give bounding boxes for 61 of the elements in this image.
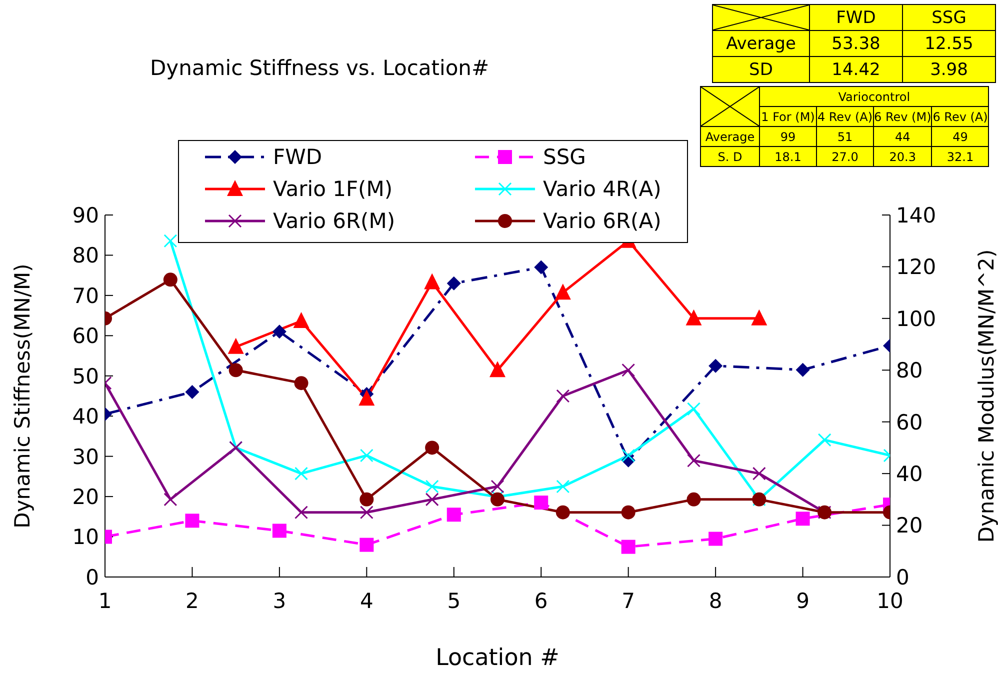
legend-label: Vario 4R(A) [543,177,662,201]
text: 99 [780,130,796,144]
text: 44 [894,130,910,144]
y-tick-label: 70 [72,284,99,308]
text: 20.3 [889,150,916,164]
y-tick-label: 40 [72,404,99,429]
x-tick-label: 9 [796,588,810,613]
y-tick-label: 0 [86,565,99,590]
text: 32.1 [946,150,974,164]
legend-label: Vario 6R(M) [273,209,396,233]
text: 51 [837,130,853,144]
x-tick-label: 10 [876,588,904,613]
text: 3.98 [930,60,968,80]
y-tick-label: 50 [72,364,99,388]
x-tick-label: 3 [272,588,286,613]
text: 14.42 [832,60,880,80]
x-tick-label: 8 [708,588,722,613]
y2-tick-label: 100 [896,306,936,331]
x-tick-label: 5 [447,588,461,613]
category-label: Average [726,34,796,54]
y2-axis-title: Dynamic Modulus(MN/M^2) [974,249,998,543]
category-label: S. D [718,150,742,164]
y-tick-label: 80 [72,244,99,268]
legend-label: FWD [273,145,322,169]
y2-tick-label: 20 [896,514,923,538]
x-tick-label: 2 [186,588,199,613]
text: Variocontrol [760,86,989,106]
y-tick-label: 60 [72,324,99,348]
chart-title: Dynamic Stiffness vs. Location# [150,56,490,80]
category-label: 6 Rev (M) [874,106,932,126]
legend-label: Vario 6R(A) [543,209,662,233]
category-label: SSG [902,4,996,30]
text: 27.0 [832,150,858,164]
y2-tick-label: 60 [896,410,923,434]
y2-tick-label: 80 [896,358,923,383]
y-tick-label: 90 [72,203,99,228]
y2-tick-label: 0 [896,565,910,590]
legend-label: SSG [543,145,586,169]
text: 53.38 [832,34,880,54]
y2-tick-label: 140 [896,203,936,228]
x-tick-label: 1 [98,588,112,613]
text: 12.55 [924,34,974,54]
category-label: Average [705,130,755,144]
y2-tick-label: 120 [896,255,936,280]
text: 49 [952,130,968,144]
category-label: FWD [810,4,902,30]
text: 18.1 [774,150,802,164]
category-label: SD [749,60,773,80]
x-tick-label: 6 [534,588,548,613]
y-tick-label: 30 [72,444,99,469]
category-label: 1 For (M) [760,106,816,126]
legend-label: Vario 1F(M) [273,177,393,201]
category-label: 4 Rev (A) [816,106,874,126]
x-tick-label: 4 [360,588,374,613]
y-axis-title: Dynamic Stiffness(MN/M) [10,264,34,528]
y-tick-label: 10 [72,525,99,550]
x-axis-title: Location # [436,645,560,671]
y-tick-label: 20 [72,485,99,510]
x-tick-label: 7 [622,588,636,613]
category-label: 6 Rev (A) [932,106,989,126]
y2-tick-label: 40 [896,462,923,486]
